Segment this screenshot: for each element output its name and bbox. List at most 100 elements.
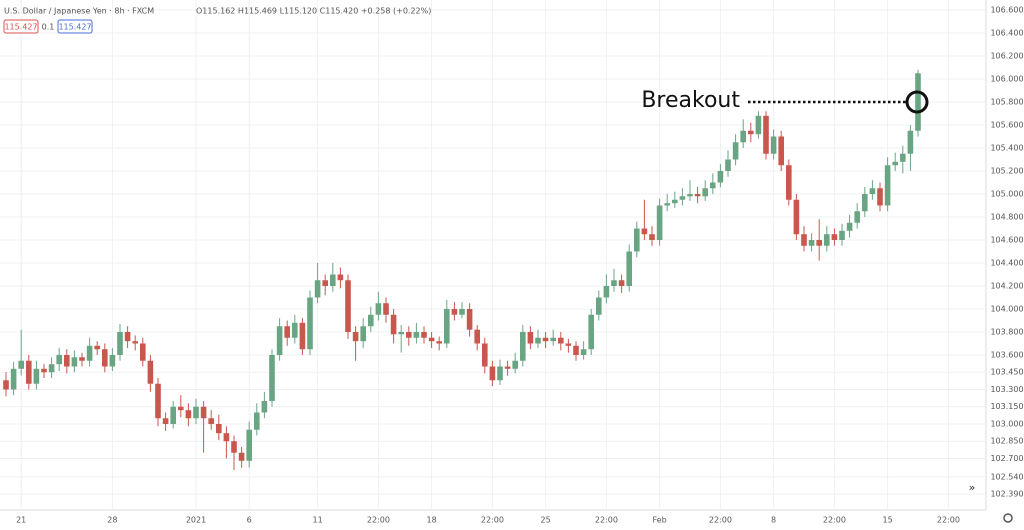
y-tick-label: 104.600 (990, 235, 1023, 244)
y-tick-label: 103.300 (990, 385, 1023, 394)
candle-body (793, 199, 800, 235)
candle-body (497, 366, 503, 381)
scroll-button[interactable]: » (969, 481, 976, 494)
candle-body (816, 239, 822, 246)
y-tick-label: 106.000 (990, 75, 1023, 84)
candle-body (732, 142, 739, 160)
candle-body (679, 196, 686, 200)
candle-body (489, 366, 496, 381)
candle-body (33, 368, 40, 384)
y-tick-label: 104.400 (990, 258, 1023, 267)
candle-body (672, 199, 678, 204)
x-tick-label: 15 (883, 516, 893, 525)
candle-body (755, 115, 762, 135)
candle-body (269, 354, 275, 401)
candle-body (444, 308, 450, 344)
candle-body (170, 406, 176, 424)
y-tick-label: 105.400 (990, 143, 1023, 152)
candle-body (580, 349, 587, 355)
candle-body (178, 406, 184, 411)
candle-body (41, 368, 47, 373)
x-tick-label: 18 (427, 516, 437, 525)
breakout-circle (905, 90, 929, 114)
x-tick-label: 22:00 (823, 516, 846, 525)
candle-body (223, 433, 230, 442)
candle-body (86, 345, 93, 361)
y-tick-label: 102.850 (990, 437, 1023, 446)
candle-body (649, 234, 655, 240)
y-tick-label: 106.200 (990, 52, 1023, 61)
y-tick-label: 105.200 (990, 166, 1023, 175)
x-tick-label: 6 (247, 516, 252, 525)
candle-body (360, 326, 366, 342)
candle-body (634, 228, 640, 252)
chart-title: U.S. Dollar / Japanese Yen · 8h · FXCM (4, 7, 154, 16)
candle-body (611, 280, 617, 286)
candle-body (140, 343, 146, 361)
candle-body (748, 130, 754, 135)
candle-body (588, 314, 594, 350)
candle-body (535, 337, 541, 344)
candle-body (907, 130, 914, 154)
candle-body (877, 188, 883, 206)
candle-body (573, 345, 579, 355)
candle-body (124, 331, 131, 342)
candle-body (421, 331, 427, 338)
candle-body (808, 239, 815, 246)
candle-body (254, 412, 260, 430)
sell-button[interactable] (3, 19, 39, 34)
candle-body (694, 193, 701, 197)
candle-body (71, 357, 78, 367)
candle-body (846, 222, 853, 231)
candle-body (216, 423, 222, 434)
settings-icon[interactable] (1003, 513, 1013, 523)
spread: 0.1 (42, 23, 55, 32)
candle-body (102, 349, 108, 367)
y-tick-label: 106.600 (990, 6, 1023, 15)
candle-body (641, 228, 648, 235)
candle-body (314, 280, 321, 298)
candle-body (322, 280, 328, 286)
y-tick-label: 105.600 (990, 120, 1023, 129)
y-tick-label: 102.700 (990, 454, 1023, 463)
buy-button[interactable] (57, 19, 93, 34)
candle-body (299, 322, 306, 350)
candle-body (390, 314, 397, 335)
candle-body (155, 383, 161, 419)
candle-body (824, 234, 830, 246)
candle-body (892, 161, 898, 166)
candle-body (345, 280, 351, 332)
candle-body (854, 211, 860, 223)
candle-body (3, 380, 9, 390)
candle-body (770, 136, 777, 154)
candle-body (520, 331, 526, 361)
candle-body (603, 285, 610, 298)
y-tick-label: 105.800 (990, 98, 1023, 107)
candle-body (596, 297, 602, 315)
x-tick-label: 22:00 (709, 516, 732, 525)
candle-body (618, 280, 625, 286)
candle-body (383, 303, 389, 315)
candle-body (436, 341, 442, 344)
candle-body (740, 130, 746, 143)
candle-body (801, 234, 807, 246)
candle-body (162, 418, 169, 424)
candle-body (276, 326, 283, 355)
candle-body (64, 354, 70, 367)
candle-body (132, 341, 138, 344)
candle-body (26, 360, 32, 384)
candle-body (375, 303, 382, 315)
candle-body (656, 205, 663, 240)
candle-body (10, 368, 17, 390)
candle-body (778, 136, 784, 166)
candle-body (664, 203, 670, 206)
sell-price: 115.427 (4, 23, 37, 32)
candle-body (406, 331, 412, 338)
candle-body (193, 406, 199, 419)
candle-body (527, 331, 534, 344)
y-tick-label: 103.450 (990, 368, 1023, 377)
candle-body (786, 165, 792, 200)
candle-body (398, 331, 404, 335)
